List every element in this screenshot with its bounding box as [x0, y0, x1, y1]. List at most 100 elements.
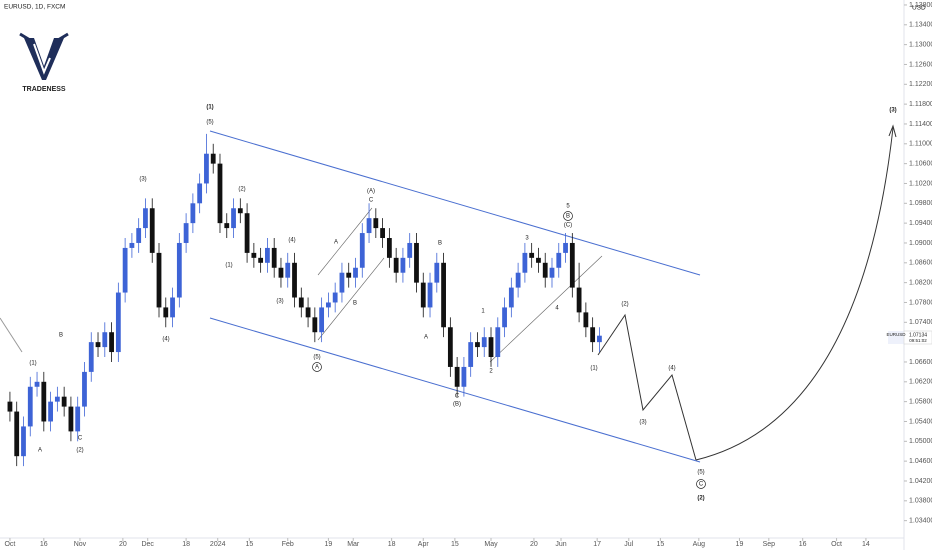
y-tick-label: 1.10600 [909, 160, 932, 167]
x-tick-label: 16 [40, 541, 48, 548]
candle-body [68, 406, 74, 432]
candle-body [244, 213, 250, 253]
candle-body [136, 228, 142, 243]
wave-circle [312, 362, 322, 372]
y-tick-label: 1.10200 [909, 180, 932, 187]
wave-label: B [566, 214, 570, 220]
candle-body [217, 163, 223, 224]
wave-label: (3) [639, 420, 646, 426]
candle-body [475, 342, 480, 348]
candle-body [515, 272, 521, 288]
candle-body [481, 337, 487, 348]
wave-label: A [334, 240, 338, 246]
candle-body [190, 203, 196, 224]
candle-body [373, 218, 379, 229]
candle-body [427, 282, 433, 308]
y-tick-label: 1.03800 [909, 498, 932, 505]
x-tick-label: Jul [624, 541, 633, 548]
wave-circle [696, 479, 706, 489]
wave-label: A [424, 335, 428, 341]
wave-label: 2 [489, 369, 493, 375]
x-tick-label: Oct [4, 541, 15, 548]
candle-body [95, 342, 101, 348]
candle-body [447, 327, 453, 367]
candle-body [102, 332, 108, 348]
channel-upper [209, 130, 701, 276]
y-tick-label: 1.11400 [909, 121, 932, 128]
y-tick-label: 1.04600 [909, 458, 932, 465]
wave-label: B [438, 241, 442, 247]
y-tick-label: 1.09800 [909, 200, 932, 207]
candle-body [434, 262, 440, 283]
wave-label: (4) [288, 238, 295, 244]
candle-body [414, 242, 419, 283]
wave-label: C [369, 198, 374, 204]
candle-body [75, 406, 81, 432]
wave-label: (C) [564, 223, 572, 229]
candle-body [569, 242, 575, 288]
candle-body [495, 327, 501, 358]
candle-body [170, 297, 175, 318]
wave-label: 1 [481, 309, 485, 315]
candle-body [441, 262, 446, 328]
y-tick-label: 1.05000 [909, 438, 932, 445]
x-tick-label: 20 [530, 541, 538, 548]
candle-body [21, 426, 26, 457]
candle-body [278, 267, 284, 278]
tag-price: 1.07134 [909, 332, 927, 338]
wave-label: C [455, 394, 460, 400]
wave-label: (2) [76, 448, 83, 454]
candle-body [366, 218, 372, 234]
y-tick-label: 1.11800 [909, 101, 932, 108]
wave-label: (B) [453, 402, 461, 408]
symbol: EURUSD, 1D, FXCM [4, 4, 65, 11]
candle-body [251, 252, 257, 258]
x-tick-label: Mar [347, 541, 360, 548]
candle-body [197, 183, 203, 204]
wave-label: (5) [206, 120, 213, 126]
price-axis [904, 0, 932, 550]
candle-body [129, 242, 135, 248]
candle-body [258, 257, 264, 263]
candle-body [149, 208, 155, 253]
candle-body [292, 262, 297, 298]
candle-body [583, 312, 589, 328]
y-tick-label: 1.07400 [909, 319, 932, 326]
y-tick-label: 1.13000 [909, 41, 932, 48]
candle-body [346, 272, 352, 278]
y-tick-label: 1.05800 [909, 398, 932, 405]
y-tick-label: 1.06600 [909, 359, 932, 366]
candle-body [332, 292, 338, 303]
wave-label: (2) [697, 496, 704, 502]
y-tick-label: 1.12600 [909, 61, 932, 68]
x-tick-label: 15 [657, 541, 665, 548]
candle-body [34, 381, 40, 387]
x-tick-label: Aug [693, 541, 706, 548]
y-tick-label: 1.11000 [909, 141, 932, 148]
wave-label: C [699, 482, 704, 488]
candle-body [536, 257, 541, 263]
wave-label: (4) [668, 366, 675, 372]
candle-body [156, 252, 162, 308]
candle-body [319, 307, 325, 333]
x-tick-label: Dec [141, 541, 154, 548]
brand: TRADENESS [22, 86, 66, 93]
candle-body [461, 366, 467, 387]
wave-label: (3) [139, 177, 146, 183]
wave-label: 3 [525, 236, 529, 242]
candle-body [563, 242, 568, 253]
wave-label: (2) [621, 302, 628, 308]
candle-body [305, 307, 311, 318]
trend-line [317, 207, 373, 276]
candle-body [271, 247, 277, 268]
wave-label: (3) [889, 108, 896, 114]
candle-body [61, 396, 67, 407]
candle-body [502, 307, 507, 328]
wave-label: (1) [590, 366, 597, 372]
candle-body [407, 242, 413, 258]
y-tick-label: 1.07800 [909, 299, 932, 306]
candle-body [325, 302, 331, 308]
candle-body [597, 335, 602, 343]
x-tick-label: 15 [245, 541, 253, 548]
